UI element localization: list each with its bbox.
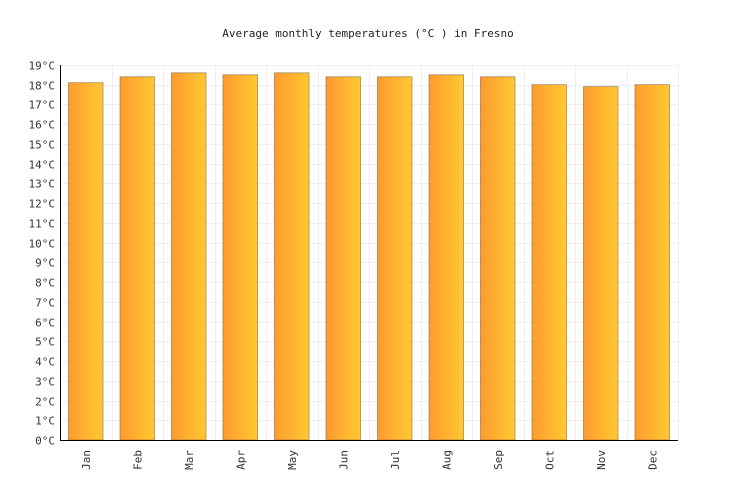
bar-jul (377, 76, 413, 441)
bar-nov (583, 86, 619, 441)
y-tick-label: 12°C (29, 198, 56, 211)
x-tick-label: Dec (646, 450, 659, 470)
x-tick-label: Jan (80, 450, 93, 470)
x-tick-labels: Jan Feb Mar Apr May Jun Jul Aug Sep Oct Nov Dec (80, 450, 660, 470)
y-tick-label: 19°C (29, 60, 56, 73)
x-tick-label: Apr (234, 450, 247, 470)
y-tick-label: 1°C (35, 415, 55, 428)
bars (68, 72, 670, 441)
gridlines (60, 65, 679, 441)
x-tick-label: Oct (543, 450, 556, 470)
y-tick-label: 14°C (29, 159, 56, 172)
x-tick-label: Jun (337, 450, 350, 470)
y-tick-label: 13°C (29, 178, 56, 191)
bar-mar (171, 72, 207, 441)
bar-jan (68, 82, 104, 441)
y-tick-label: 11°C (29, 218, 56, 231)
y-tick-label: 3°C (35, 376, 55, 389)
y-tick-label: 4°C (35, 356, 55, 369)
x-tick-label: Mar (183, 450, 196, 470)
x-tick-label: Nov (595, 450, 608, 470)
y-tick-label: 10°C (29, 238, 56, 251)
y-tick-label: 2°C (35, 396, 55, 409)
y-tick-label: 7°C (35, 297, 55, 310)
bar-jun (325, 76, 361, 441)
y-tick-labels: 0°C 1°C 2°C 3°C 4°C 5°C 6°C 7°C 8°C 9°C 10°C 11°C 12… (29, 60, 56, 448)
bar-dec (634, 84, 670, 441)
y-tick-label: 5°C (35, 336, 55, 349)
bar-apr (222, 74, 258, 441)
bar-feb (119, 76, 155, 441)
y-tick-label: 6°C (35, 317, 55, 330)
x-tick-label: May (286, 450, 299, 470)
chart-title: Average monthly temperatures (°C ) in Fr… (222, 27, 513, 40)
x-tick-label: Sep (492, 450, 505, 470)
bar-may (274, 72, 310, 441)
bar-aug (428, 74, 464, 441)
bar-oct (531, 84, 567, 441)
axes (60, 65, 678, 441)
x-tick-label: Jul (389, 450, 402, 470)
y-tick-label: 9°C (35, 257, 55, 270)
y-tick-label: 18°C (29, 80, 56, 93)
bar-sep (480, 76, 516, 441)
x-tick-label: Feb (131, 450, 144, 470)
y-tick-label: 8°C (35, 277, 55, 290)
x-tick-label: Aug (440, 450, 453, 470)
y-tick-label: 16°C (29, 119, 56, 132)
y-tick-label: 17°C (29, 99, 56, 112)
y-tick-label: 15°C (29, 139, 56, 152)
y-tick-label: 0°C (35, 435, 55, 448)
